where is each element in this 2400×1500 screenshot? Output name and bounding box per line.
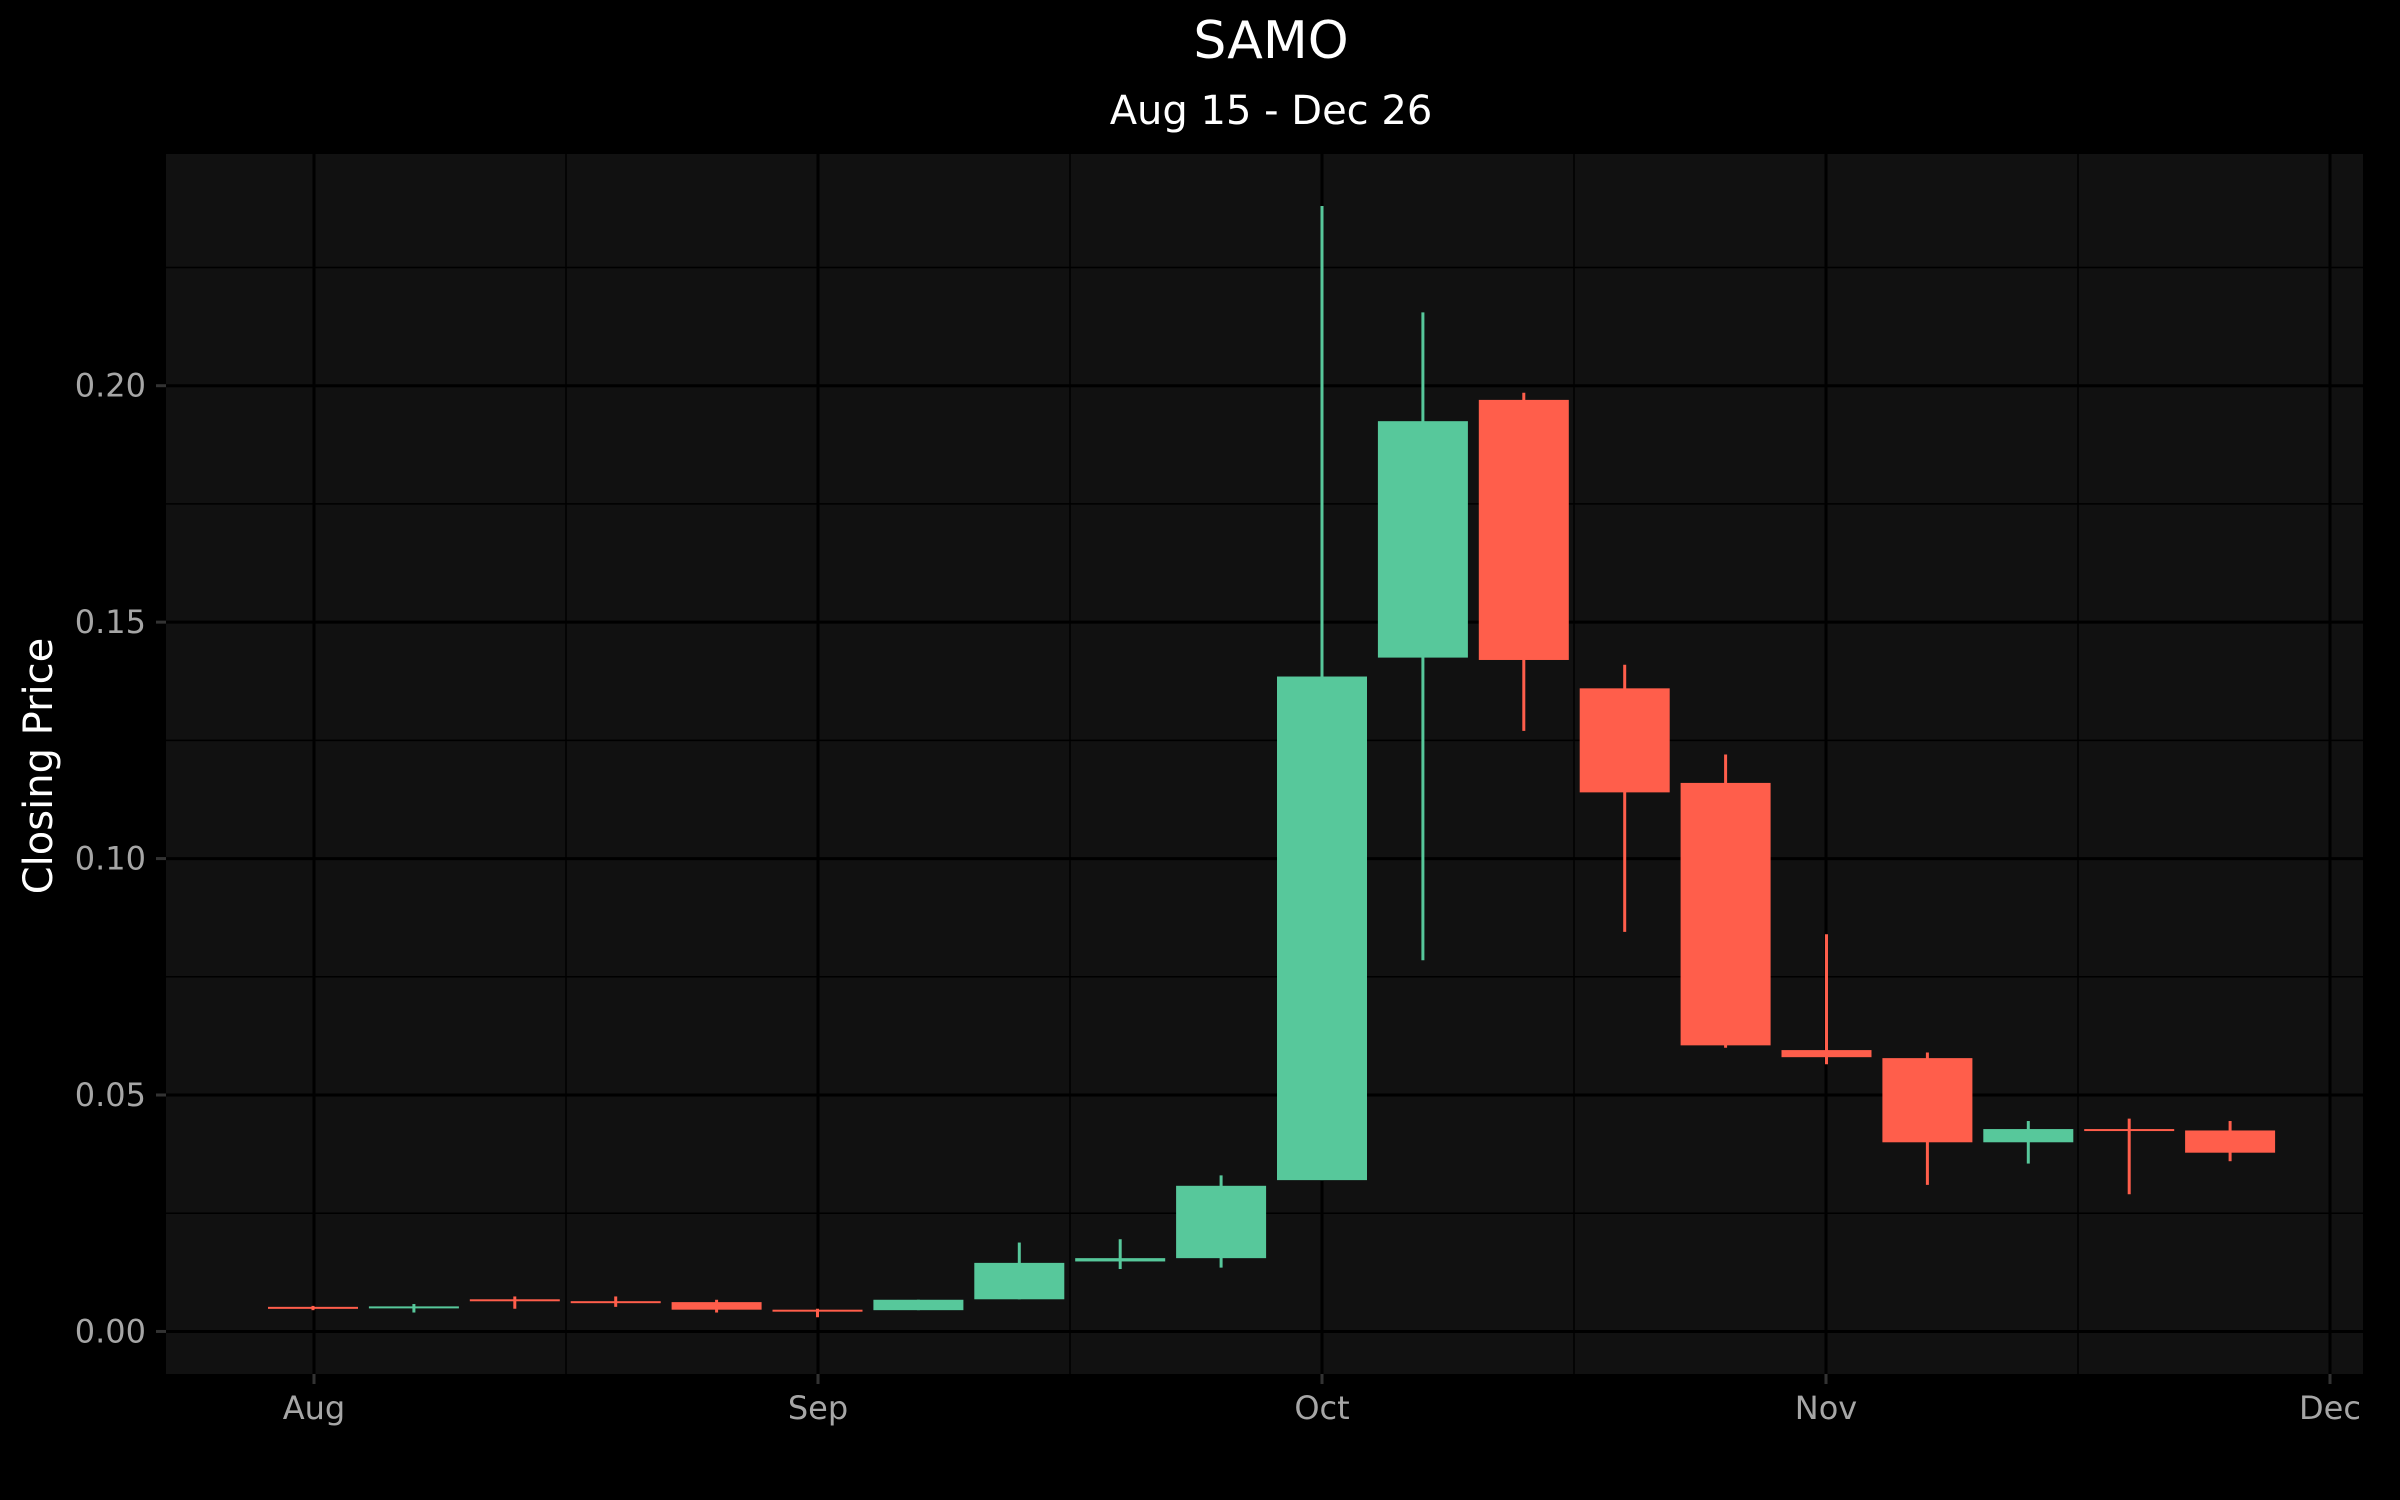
- y-tick-label: 0.05: [75, 1076, 146, 1114]
- y-tick-label: 0.20: [75, 367, 146, 405]
- x-tick-label: Aug: [283, 1389, 345, 1427]
- candle-body: [873, 1299, 964, 1311]
- x-tick-label: Dec: [2299, 1389, 2361, 1427]
- y-tick-label: 0.15: [75, 603, 146, 641]
- candle-body: [1176, 1185, 1267, 1259]
- candle-body: [974, 1262, 1065, 1300]
- candle-body: [368, 1306, 459, 1309]
- candle: [671, 1299, 762, 1313]
- candle: [1983, 1121, 2074, 1164]
- x-tick-label: Oct: [1294, 1389, 1349, 1427]
- candle-body: [772, 1309, 863, 1312]
- candle: [1478, 392, 1569, 731]
- candle-body: [2185, 1130, 2276, 1153]
- candle: [1882, 1052, 1973, 1185]
- candle: [873, 1299, 964, 1311]
- y-tick-label: 0.00: [75, 1312, 146, 1350]
- candle-body: [1781, 1050, 1872, 1058]
- grid-lines: [166, 154, 2363, 1374]
- candle-body: [1478, 399, 1569, 660]
- candle-body: [1377, 421, 1468, 658]
- candle-body: [1882, 1058, 1973, 1143]
- plot-panel: [166, 154, 2363, 1374]
- candle: [2185, 1121, 2276, 1162]
- candle-body: [469, 1299, 560, 1302]
- candle-body: [268, 1306, 358, 1309]
- candle-body: [2084, 1129, 2175, 1132]
- candle: [1377, 312, 1468, 961]
- candle: [1075, 1239, 1166, 1270]
- candle: [1277, 206, 1367, 1181]
- chart-subtitle: Aug 15 - Dec 26: [1110, 88, 1433, 134]
- candle-body: [1680, 782, 1771, 1046]
- candle-body: [671, 1302, 762, 1310]
- chart-title: SAMO: [1193, 11, 1348, 71]
- candle: [368, 1304, 459, 1313]
- candle: [2084, 1118, 2175, 1195]
- candle: [772, 1308, 863, 1318]
- y-axis-label: Closing Price: [16, 638, 62, 895]
- candle: [1176, 1175, 1267, 1268]
- candle-body: [1075, 1258, 1166, 1262]
- candle-body: [1579, 688, 1670, 793]
- candle: [974, 1242, 1065, 1300]
- candle-body: [1983, 1129, 2074, 1143]
- candle: [1579, 664, 1670, 932]
- candle: [268, 1305, 358, 1311]
- axis-ticks: 0.00 0.05 0.10 0.15 0.20 Aug Sep Oct Nov Dec: [75, 367, 2361, 1427]
- x-tick-label: Sep: [788, 1389, 848, 1427]
- x-tick-label: Nov: [1795, 1389, 1857, 1427]
- candle-body: [570, 1301, 661, 1304]
- candle: [1680, 754, 1771, 1048]
- candle: [469, 1296, 560, 1309]
- candle: [1781, 934, 1872, 1065]
- candle-body: [1277, 676, 1367, 1181]
- y-tick-label: 0.10: [75, 840, 146, 878]
- candles: [268, 206, 2276, 1318]
- candle: [570, 1296, 661, 1307]
